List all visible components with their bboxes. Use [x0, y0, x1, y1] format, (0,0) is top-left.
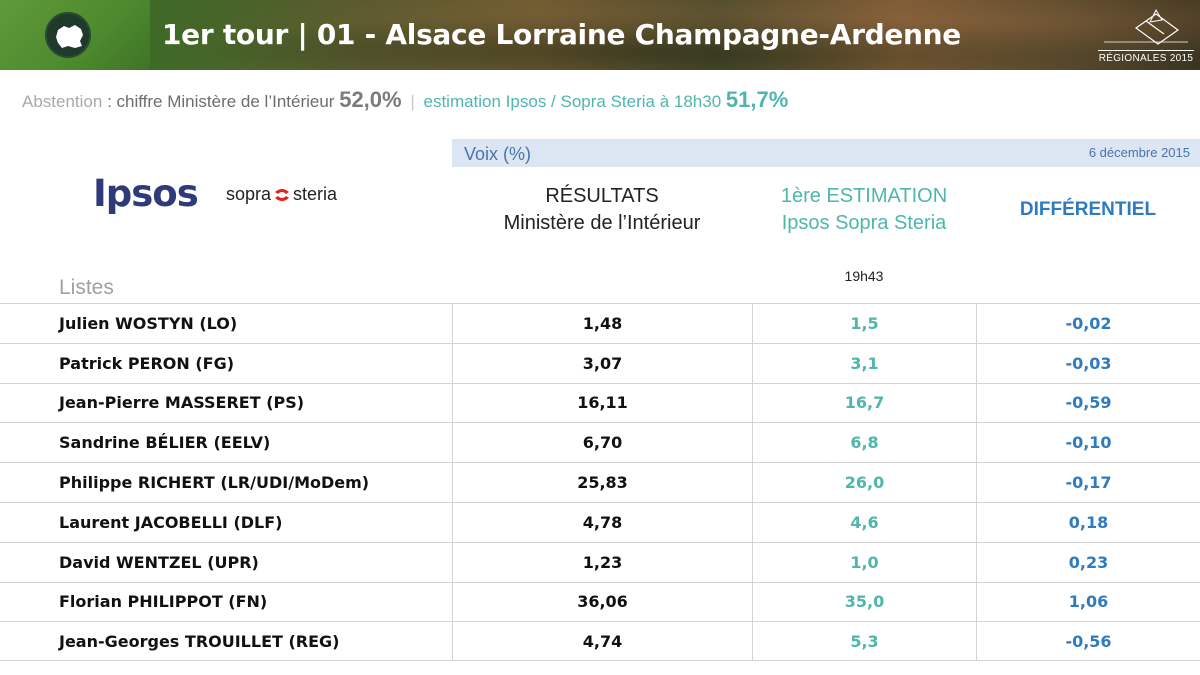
differentiel-value: 0,23 — [976, 542, 1200, 582]
candidate-name: Philippe RICHERT (LR/UDI/MoDem) — [59, 473, 370, 493]
resultat-value: 4,74 — [452, 622, 752, 661]
estimation-value: 1,0 — [752, 542, 976, 582]
candidate-name: Jean-Pierre MASSERET (PS) — [59, 393, 305, 413]
estimation-value: 5,3 — [752, 622, 976, 661]
column-estimation-line2: Ipsos Sopra Steria — [781, 212, 947, 234]
candidate-name: Patrick PERON (FG) — [59, 353, 235, 373]
differentiel-value: -0,02 — [976, 304, 1200, 343]
table-row: Patrick PERON (FG) 3,07 3,1 -0,03 — [0, 342, 1200, 383]
differentiel-value: -0,56 — [976, 622, 1200, 661]
steria-text: steria — [293, 184, 338, 204]
differentiel-value: -0,03 — [976, 343, 1200, 383]
resultat-value: 3,07 — [452, 343, 752, 383]
differentiel-value: -0,59 — [976, 383, 1200, 423]
resultat-value: 16,11 — [452, 383, 752, 423]
differentiel-value: -0,10 — [976, 423, 1200, 463]
abstention-ministere-value: 52,0% — [339, 87, 402, 112]
column-resultats-line1: RÉSULTATS — [545, 185, 659, 207]
table-row: Jean-Pierre MASSERET (PS) 16,11 16,7 -0,59 — [0, 382, 1200, 423]
abstention-estimation-value: 51,7% — [725, 87, 789, 112]
region-map-icon — [45, 12, 91, 58]
candidate-name: Sandrine BÉLIER (EELV) — [59, 433, 271, 453]
listes-label: Listes — [59, 276, 114, 299]
candidate-name: Jean-Georges TROUILLET (REG) — [59, 631, 340, 651]
table-row: David WENTZEL (UPR) 1,23 1,0 0,23 — [0, 541, 1200, 582]
regionales-badge: RÉGIONALES 2015 — [1098, 6, 1194, 66]
estimation-value: 35,0 — [752, 582, 976, 622]
abstention-colon: : — [102, 92, 117, 111]
candidate-name: David WENTZEL (UPR) — [59, 552, 259, 572]
estimation-value: 1,5 — [752, 304, 976, 343]
candidate-name: Laurent JACOBELLI (DLF) — [59, 512, 283, 532]
voix-label: Voix (%) — [464, 144, 532, 164]
differentiel-value: 0,18 — [976, 502, 1200, 542]
estimation-value: 4,6 — [752, 502, 976, 542]
column-estimation-line1: 1ère ESTIMATION — [780, 185, 948, 207]
ipsos-logo: Ipsos — [93, 172, 199, 215]
abstention-estimation-text: estimation Ipsos / Sopra Steria à 18h30 — [423, 92, 722, 111]
sopra-steria-logo: sopra steria — [226, 184, 337, 205]
sopra-steria-mark-icon — [275, 188, 290, 201]
table-row: Philippe RICHERT (LR/UDI/MoDem) 25,83 26,0… — [0, 462, 1200, 502]
page-title: 1er tour | 01 - Alsace Lorraine Champagn… — [162, 18, 961, 51]
voix-date: 6 décembre 2015 — [1088, 145, 1190, 160]
candidate-name: Florian PHILIPPOT (FN) — [59, 592, 268, 612]
estimation-value: 16,7 — [752, 383, 976, 423]
table-row: Florian PHILIPPOT (FN) 36,06 35,0 1,06 — [0, 581, 1200, 622]
resultat-value: 1,48 — [452, 304, 752, 343]
abstention-separator: | — [410, 92, 415, 111]
resultat-value: 1,23 — [452, 542, 752, 582]
estimation-value: 3,1 — [752, 343, 976, 383]
resultat-value: 4,78 — [452, 502, 752, 542]
column-estimation: 1ère ESTIMATION Ipsos Sopra Steria — [752, 183, 976, 237]
resultat-value: 6,70 — [452, 423, 752, 463]
sopra-text: sopra — [226, 184, 272, 204]
resultat-value: 25,83 — [452, 463, 752, 502]
voix-header-band: Voix (%) 6 décembre 2015 — [452, 139, 1200, 167]
ballot-box-icon — [1104, 8, 1188, 45]
abstention-ministere-text: chiffre Ministère de l’Intérieur — [116, 92, 335, 111]
estimation-value: 6,8 — [752, 423, 976, 463]
regionales-label: RÉGIONALES 2015 — [1098, 50, 1194, 64]
table-row: Sandrine BÉLIER (EELV) 6,70 6,8 -0,10 — [0, 422, 1200, 463]
column-differentiel: DIFFÉRENTIEL — [1019, 199, 1157, 220]
table-row: Julien WOSTYN (LO) 1,48 1,5 -0,02 — [0, 303, 1200, 343]
table-row: Jean-Georges TROUILLET (REG) 4,74 5,3 -0,56 — [0, 621, 1200, 662]
candidate-name: Julien WOSTYN (LO) — [59, 313, 238, 333]
column-resultats: RÉSULTATS Ministère de l’Intérieur — [452, 183, 752, 237]
abstention-label: Abstention — [22, 92, 103, 111]
resultat-value: 36,06 — [452, 582, 752, 622]
column-resultats-line2: Ministère de l’Intérieur — [503, 212, 701, 234]
differentiel-value: 1,06 — [976, 582, 1200, 622]
abstention-line: Abstention : chiffre Ministère de l’Inté… — [22, 86, 788, 114]
estimation-value: 26,0 — [752, 463, 976, 502]
differentiel-value: -0,17 — [976, 463, 1200, 502]
estimation-time: 19h43 — [844, 268, 884, 284]
table-row: Laurent JACOBELLI (DLF) 4,78 4,6 0,18 — [0, 501, 1200, 542]
results-table: Julien WOSTYN (LO) 1,48 1,5 -0,02 Patrick PE… — [0, 303, 1200, 662]
header-banner: 1er tour | 01 - Alsace Lorraine Champagn… — [0, 0, 1200, 70]
banner-landscape — [0, 0, 1200, 70]
